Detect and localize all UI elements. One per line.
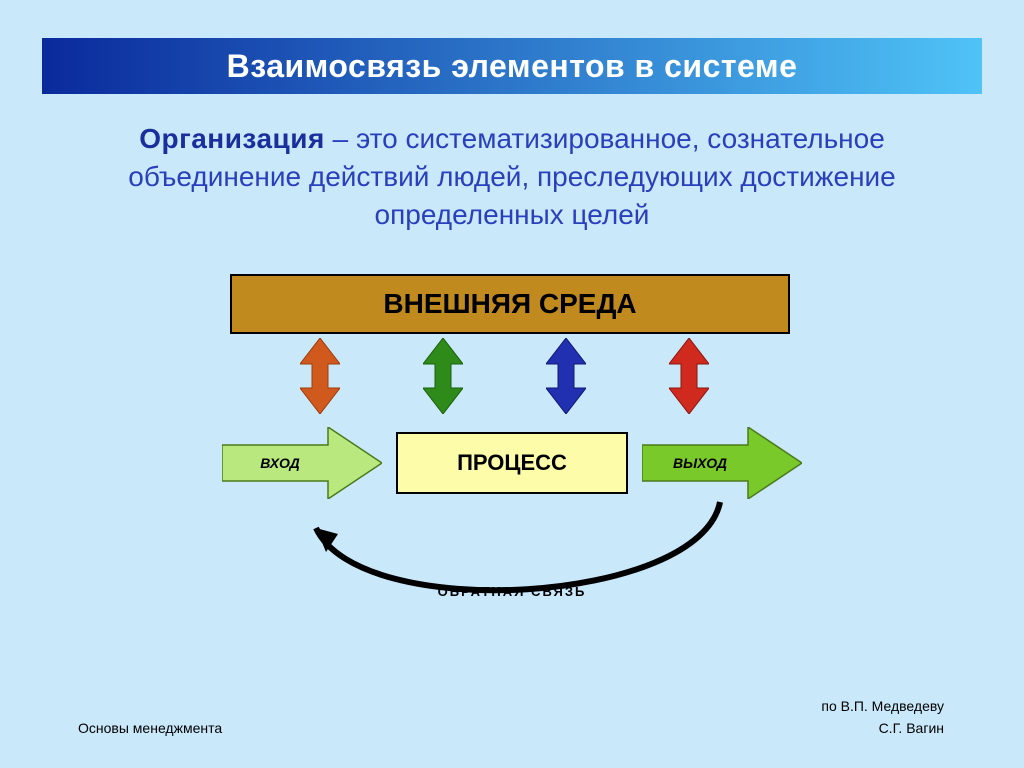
input-arrow-label: ВХОД: [240, 455, 320, 471]
footer-left: Основы менеджмента: [78, 720, 222, 736]
feedback-arc: [280, 494, 744, 634]
environment-label: ВНЕШНЯЯ СРЕДА: [383, 288, 636, 320]
bidirectional-arrow-icon: [669, 338, 709, 414]
footer-right-2: С.Г. Вагин: [879, 720, 944, 736]
footer-right-1: по В.П. Медведеву: [821, 698, 944, 714]
title-text: Взаимосвязь элементов в системе: [227, 48, 798, 85]
feedback-label: ОБРАТНАЯ СВЯЗЬ: [400, 584, 624, 599]
input-arrow: ВХОД: [222, 427, 382, 499]
bidirectional-arrow-icon: [300, 338, 340, 414]
output-arrow: ВЫХОД: [642, 427, 802, 499]
bidirectional-arrow-icon: [546, 338, 586, 414]
output-arrow-label: ВЫХОД: [660, 455, 740, 471]
title-bar: Взаимосвязь элементов в системе: [42, 38, 982, 94]
bidirectional-arrow-icon: [423, 338, 463, 414]
definition-text: Организация – это систематизированное, с…: [110, 120, 914, 233]
slide: Взаимосвязь элементов в системе Организа…: [0, 0, 1024, 768]
bidirectional-arrows-row: [230, 336, 790, 416]
process-label: ПРОЦЕСС: [457, 450, 567, 476]
definition-term: Организация: [139, 123, 325, 154]
process-box: ПРОЦЕСС: [396, 432, 628, 494]
environment-box: ВНЕШНЯЯ СРЕДА: [230, 274, 790, 334]
